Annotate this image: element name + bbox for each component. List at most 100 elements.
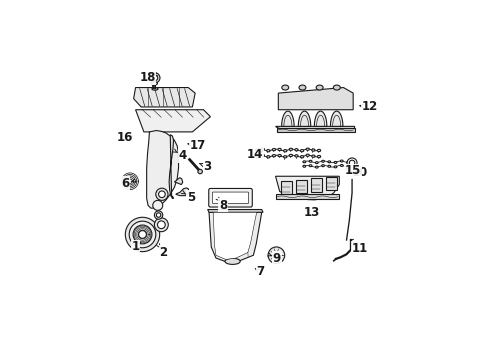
Ellipse shape [283, 150, 286, 152]
Polygon shape [175, 188, 189, 195]
Ellipse shape [150, 82, 157, 85]
Text: 2: 2 [159, 246, 167, 259]
Circle shape [129, 221, 156, 248]
Ellipse shape [294, 149, 298, 151]
Polygon shape [213, 212, 256, 260]
Ellipse shape [294, 155, 298, 157]
Circle shape [138, 231, 146, 238]
Ellipse shape [272, 154, 275, 157]
Circle shape [346, 158, 356, 168]
Text: 10: 10 [351, 166, 367, 179]
Polygon shape [133, 87, 195, 107]
Ellipse shape [281, 85, 288, 90]
Ellipse shape [288, 148, 292, 150]
Ellipse shape [305, 148, 309, 150]
Ellipse shape [308, 160, 311, 162]
Ellipse shape [346, 166, 348, 168]
Ellipse shape [317, 149, 320, 152]
Ellipse shape [288, 154, 292, 157]
Ellipse shape [283, 156, 286, 158]
Ellipse shape [152, 88, 158, 90]
Ellipse shape [300, 149, 303, 152]
Circle shape [125, 217, 160, 252]
Text: 1: 1 [131, 240, 140, 253]
Circle shape [157, 221, 165, 229]
Ellipse shape [340, 160, 343, 162]
Ellipse shape [333, 85, 340, 90]
Text: 15: 15 [344, 164, 361, 177]
Ellipse shape [277, 154, 281, 157]
Ellipse shape [321, 160, 324, 162]
Ellipse shape [300, 156, 303, 158]
Circle shape [267, 247, 284, 264]
Text: 16: 16 [117, 131, 133, 144]
Circle shape [133, 225, 152, 244]
Ellipse shape [277, 148, 281, 150]
Polygon shape [135, 110, 210, 132]
Polygon shape [281, 181, 291, 194]
Polygon shape [174, 177, 183, 185]
Polygon shape [310, 178, 321, 192]
Text: 12: 12 [361, 100, 377, 113]
Polygon shape [295, 180, 306, 193]
Ellipse shape [311, 149, 314, 151]
Ellipse shape [321, 165, 324, 167]
Polygon shape [325, 177, 336, 190]
Text: 8: 8 [218, 199, 226, 212]
Circle shape [152, 201, 163, 210]
Ellipse shape [333, 166, 336, 168]
Ellipse shape [266, 150, 269, 152]
Text: 4: 4 [178, 149, 186, 162]
Text: 17: 17 [189, 139, 205, 152]
Ellipse shape [305, 154, 309, 156]
Circle shape [150, 73, 160, 83]
Polygon shape [278, 87, 352, 110]
Ellipse shape [327, 165, 330, 167]
Text: 14: 14 [246, 148, 263, 161]
Circle shape [156, 188, 168, 201]
Circle shape [198, 169, 202, 174]
Ellipse shape [298, 85, 305, 90]
Polygon shape [276, 128, 354, 132]
Circle shape [154, 218, 168, 232]
Ellipse shape [311, 155, 314, 157]
Text: 3: 3 [203, 160, 211, 173]
Polygon shape [207, 210, 263, 212]
Circle shape [348, 160, 354, 166]
Ellipse shape [346, 161, 348, 163]
Circle shape [152, 75, 158, 81]
Text: 6: 6 [121, 177, 129, 190]
Ellipse shape [315, 162, 318, 164]
Polygon shape [208, 212, 261, 262]
Ellipse shape [302, 161, 305, 163]
Ellipse shape [266, 156, 269, 158]
Ellipse shape [316, 85, 323, 90]
Text: 13: 13 [303, 206, 319, 219]
Text: 11: 11 [351, 242, 367, 255]
Ellipse shape [340, 165, 343, 166]
Ellipse shape [255, 149, 258, 151]
Polygon shape [275, 126, 354, 132]
Ellipse shape [261, 148, 264, 150]
FancyBboxPatch shape [208, 188, 252, 207]
Ellipse shape [317, 156, 320, 158]
Ellipse shape [302, 165, 305, 167]
Text: 9: 9 [272, 252, 281, 265]
Polygon shape [275, 194, 339, 199]
Text: 7: 7 [256, 265, 264, 278]
Ellipse shape [308, 165, 311, 167]
Polygon shape [169, 135, 173, 198]
Ellipse shape [333, 161, 336, 163]
Ellipse shape [327, 161, 330, 163]
Polygon shape [146, 131, 178, 208]
FancyBboxPatch shape [212, 192, 248, 203]
Polygon shape [314, 111, 326, 126]
Text: 5: 5 [186, 190, 195, 203]
Ellipse shape [255, 155, 258, 157]
Polygon shape [298, 111, 310, 126]
Ellipse shape [315, 166, 318, 168]
Circle shape [156, 213, 161, 217]
Polygon shape [275, 176, 339, 200]
Ellipse shape [224, 258, 240, 264]
Circle shape [154, 211, 163, 219]
